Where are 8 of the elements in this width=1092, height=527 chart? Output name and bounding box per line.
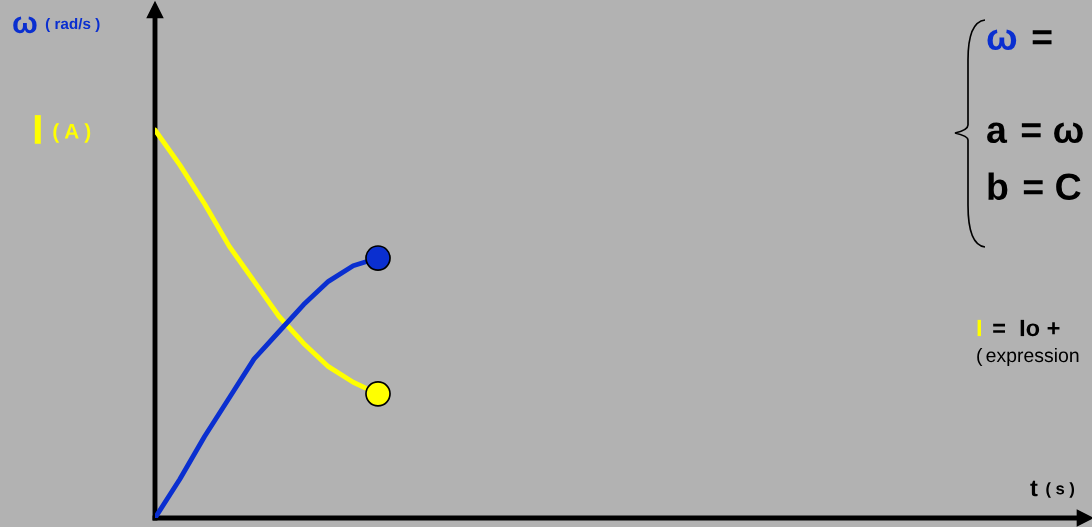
text: I = Io +: [977, 319, 1060, 337]
text: t ( s ): [1030, 480, 1075, 498]
text: b = C: [988, 172, 1081, 201]
text: a = ω: [987, 122, 1083, 144]
text: ω =: [987, 29, 1052, 51]
text: I ( A ): [34, 115, 91, 144]
text: (expression: [977, 347, 1079, 367]
text: ω ( rad/s ): [13, 16, 100, 34]
